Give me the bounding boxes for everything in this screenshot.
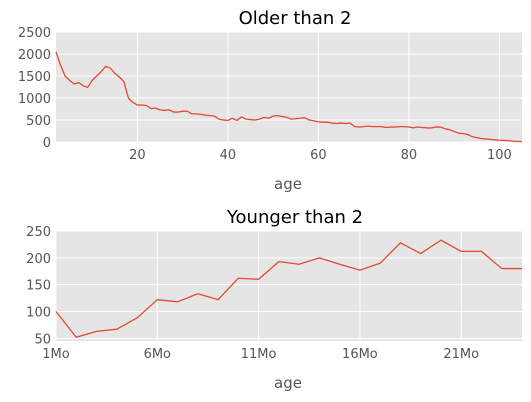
y-tick-label: 0 (43, 136, 51, 151)
x-tick-label: 1Mo (42, 347, 69, 362)
y-tick-label: 2000 (18, 48, 51, 63)
plot-area-younger (56, 231, 522, 341)
y-tick-label: 50 (34, 332, 51, 347)
x-tick-label: 60 (310, 148, 327, 163)
y-tick-label: 250 (26, 225, 51, 240)
x-tick-label: 40 (220, 148, 237, 163)
x-tick-label: 16Mo (342, 347, 378, 362)
x-tick-label: 100 (487, 148, 512, 163)
x-axis-label-older: age (274, 175, 302, 193)
y-tick-label: 500 (26, 114, 51, 129)
plot-area-older (56, 32, 522, 142)
x-axis-label-younger: age (274, 374, 302, 392)
series-line-older (55, 51, 523, 143)
y-tick-label: 2500 (18, 26, 51, 41)
y-tick-label: 100 (26, 305, 51, 320)
y-tick-label: 150 (26, 279, 51, 294)
y-tick-label: 200 (26, 252, 51, 267)
chart-title-older: Older than 2 (239, 8, 352, 29)
x-tick-label: 21Mo (443, 347, 479, 362)
series-line-younger (55, 239, 522, 338)
chart-title-younger: Younger than 2 (226, 207, 363, 228)
y-tick-label: 1000 (18, 92, 51, 107)
y-tick-label: 1500 (18, 70, 51, 85)
x-tick-label: 20 (129, 148, 146, 163)
x-tick-label: 11Mo (241, 347, 277, 362)
x-tick-label: 80 (401, 148, 418, 163)
x-tick-label: 6Mo (144, 347, 171, 362)
chart-panel-younger: 1Mo 6Mo 11Mo 16Mo 21Mo 50 100 150 200 250 Younger … (26, 207, 522, 392)
